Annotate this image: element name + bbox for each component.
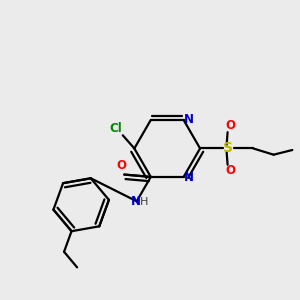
Text: Cl: Cl xyxy=(110,122,122,135)
Text: O: O xyxy=(226,164,236,178)
Text: O: O xyxy=(226,119,236,132)
Text: N: N xyxy=(184,171,194,184)
Text: O: O xyxy=(117,159,127,172)
Text: N: N xyxy=(131,195,141,208)
Text: S: S xyxy=(223,141,233,155)
Text: N: N xyxy=(184,113,194,126)
Text: H: H xyxy=(140,196,148,207)
